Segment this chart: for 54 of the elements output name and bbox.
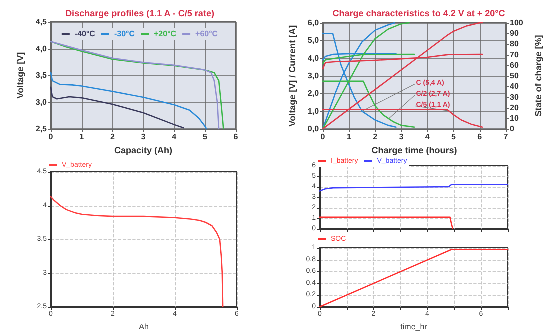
x-tick-label: 6 (234, 132, 239, 142)
y2-axis-title: State of charge [%] (534, 35, 544, 117)
x-tick-label: 2 (110, 132, 116, 142)
y2-tick-label: 50 (510, 72, 520, 81)
x-tick-label: 0 (320, 132, 326, 142)
line-series (50, 196, 224, 308)
y2-tick-label: 80 (510, 40, 520, 49)
x-tick-label: 7 (504, 132, 509, 142)
line-series (50, 86, 184, 129)
x-tick-label: 3 (399, 132, 404, 142)
x-tick-label: 1 (80, 132, 85, 142)
x-tick-label: 4 (425, 132, 430, 142)
y2-tick-label: 20 (510, 103, 520, 112)
y-tick-label: 1,0 (308, 106, 320, 116)
x-axis-title: Capacity (Ah) (114, 146, 173, 156)
y2-tick-label: 60 (510, 60, 520, 70)
y-tick-label: 6,0 (308, 18, 320, 28)
y2-tick-label: 10 (510, 114, 520, 123)
line-series (319, 184, 509, 192)
x-axis-title: Ah (139, 322, 149, 332)
y-tick-label: 5,0 (308, 36, 320, 46)
y2-tick-label: 30 (510, 92, 520, 102)
y-tick-label: 2,0 (308, 89, 320, 98)
x-tick-label: 3 (141, 132, 146, 142)
x-tick-label: 5 (451, 132, 456, 142)
y-tick-label: 3,5 (36, 71, 48, 80)
x-axis-title: time_hr (400, 322, 428, 332)
x-tick-label: 6 (478, 132, 483, 142)
chart-title: Charge characteristics to 4.2 V at + 20°C (332, 8, 506, 18)
y-tick-label: 0,0 (308, 124, 320, 134)
y2-tick-label: 40 (510, 82, 520, 92)
legend-label: -30°C (114, 30, 136, 38)
y-tick-label: 2,5 (36, 124, 48, 134)
y2-tick-label: 100 (510, 18, 524, 28)
y-tick-label: 3,0 (36, 98, 48, 107)
y-tick-label: 3,0 (308, 72, 320, 81)
y2-tick-label: 70 (510, 50, 520, 60)
y-tick-label: 4,0 (36, 44, 48, 54)
chart-title: Discharge profiles (1.1 A - C/5 rate) (66, 8, 214, 18)
y-axis-title: Voltage [V] (15, 52, 26, 99)
x-tick-label: 4 (172, 132, 178, 142)
y-tick-label: 4,0 (308, 54, 320, 63)
y2-tick-label: 90 (510, 29, 520, 38)
y-tick-label: 4,5 (36, 18, 48, 26)
legend-label: +60°C (196, 30, 218, 38)
y2-tick-label: 0 (510, 124, 515, 134)
x-tick-label: 1 (346, 132, 352, 142)
x-tick-label: 5 (202, 132, 208, 142)
line-series (50, 72, 208, 130)
y-axis-title: Voltage [V] / Current [A] (288, 25, 298, 127)
x-axis-title: Charge time (hours) (372, 146, 458, 156)
legend-label: +20°C (154, 30, 177, 38)
legend-label: -40°C (74, 30, 96, 38)
x-tick-label: 2 (373, 132, 378, 142)
